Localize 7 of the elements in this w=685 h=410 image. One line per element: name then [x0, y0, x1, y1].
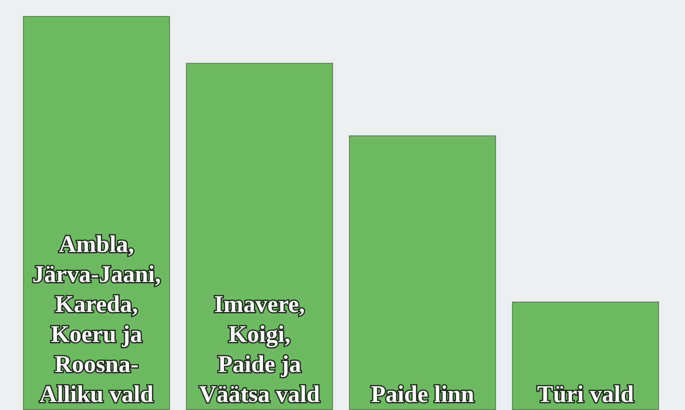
x-tick-label: Paide linn [370, 382, 474, 408]
bar [512, 302, 660, 410]
bar [186, 62, 334, 410]
x-tick-label: Türi vald [537, 382, 634, 408]
bar [348, 135, 496, 410]
x-tick-label: Ambla, Järva-Jaani, Kareda, Koeru ja Roosna-Alliku vald [32, 232, 161, 408]
x-tick-label: Imavere, Koigi, Paide ja Väätsa vald [199, 292, 320, 408]
